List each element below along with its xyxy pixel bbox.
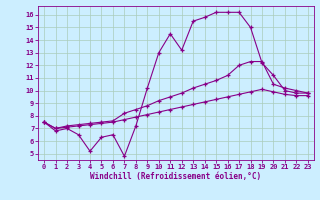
X-axis label: Windchill (Refroidissement éolien,°C): Windchill (Refroidissement éolien,°C) — [91, 172, 261, 181]
